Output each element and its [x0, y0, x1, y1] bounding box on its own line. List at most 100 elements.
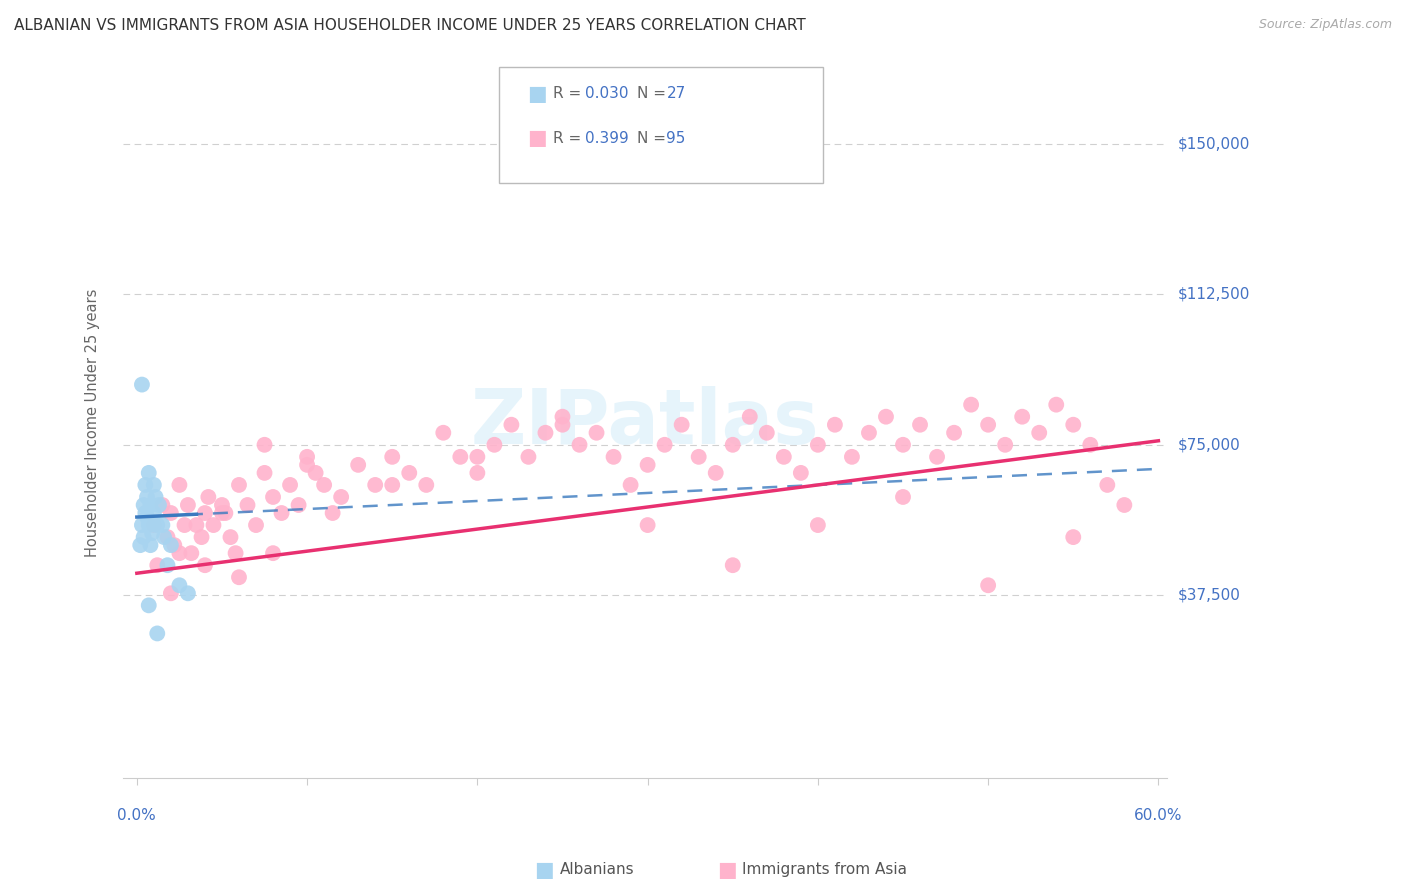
- Point: [1114, 498, 1136, 512]
- Point: [136, 490, 159, 504]
- Point: [262, 490, 284, 504]
- Point: [467, 450, 489, 464]
- Point: [432, 425, 454, 440]
- Point: [322, 506, 344, 520]
- Point: [148, 498, 170, 512]
- Point: [671, 417, 693, 432]
- Point: [875, 409, 897, 424]
- Point: [211, 498, 233, 512]
- Point: [138, 518, 160, 533]
- Point: [772, 450, 794, 464]
- Point: [908, 417, 931, 432]
- Point: [654, 438, 676, 452]
- Text: ALBANIAN VS IMMIGRANTS FROM ASIA HOUSEHOLDER INCOME UNDER 25 YEARS CORRELATION C: ALBANIAN VS IMMIGRANTS FROM ASIA HOUSEHO…: [14, 18, 806, 33]
- Point: [891, 490, 914, 504]
- Point: [704, 466, 727, 480]
- Point: [585, 425, 607, 440]
- Point: [131, 518, 153, 533]
- Point: [138, 466, 160, 480]
- Point: [194, 558, 217, 573]
- Point: [602, 450, 624, 464]
- Point: [1062, 530, 1084, 544]
- Point: [197, 490, 219, 504]
- Point: [129, 538, 152, 552]
- Point: [156, 558, 179, 573]
- Point: [142, 478, 165, 492]
- Point: [1097, 478, 1119, 492]
- Point: [186, 518, 208, 533]
- Point: [1045, 398, 1067, 412]
- Text: N =: N =: [637, 87, 671, 101]
- Point: [160, 586, 183, 600]
- Point: [891, 438, 914, 452]
- Point: [688, 450, 710, 464]
- Point: [943, 425, 966, 440]
- Point: [150, 518, 173, 533]
- Point: [236, 498, 259, 512]
- Point: [501, 417, 523, 432]
- Point: [314, 478, 336, 492]
- Point: [381, 478, 404, 492]
- Point: [132, 498, 155, 512]
- Point: [150, 498, 173, 512]
- Point: [1078, 438, 1101, 452]
- Point: [160, 506, 183, 520]
- Text: ■: ■: [534, 860, 554, 880]
- Point: [925, 450, 948, 464]
- Text: ■: ■: [717, 860, 737, 880]
- Point: [136, 510, 159, 524]
- Point: [790, 466, 813, 480]
- Point: [295, 458, 318, 472]
- Text: ■: ■: [527, 128, 547, 148]
- Point: [551, 417, 574, 432]
- Point: [484, 438, 506, 452]
- Point: [364, 478, 387, 492]
- Text: $75,000: $75,000: [1178, 437, 1240, 452]
- Point: [398, 466, 420, 480]
- Point: [146, 518, 169, 533]
- Point: [145, 490, 167, 504]
- Point: [568, 438, 591, 452]
- Text: R =: R =: [553, 131, 586, 145]
- Point: [225, 546, 247, 560]
- Point: [169, 478, 191, 492]
- Point: [449, 450, 471, 464]
- Text: 0.0%: 0.0%: [118, 808, 156, 823]
- Point: [467, 466, 489, 480]
- Point: [169, 546, 191, 560]
- Point: [156, 530, 179, 544]
- Point: [202, 518, 225, 533]
- Point: [173, 518, 195, 533]
- Point: [190, 530, 212, 544]
- Point: [160, 538, 183, 552]
- Point: [738, 409, 761, 424]
- Text: 60.0%: 60.0%: [1135, 808, 1182, 823]
- Point: [347, 458, 370, 472]
- Point: [245, 518, 267, 533]
- Point: [551, 409, 574, 424]
- Point: [994, 438, 1017, 452]
- Point: [211, 506, 233, 520]
- Point: [841, 450, 863, 464]
- Point: [278, 478, 301, 492]
- Text: 0.030: 0.030: [585, 87, 628, 101]
- Point: [228, 570, 250, 584]
- Point: [146, 626, 169, 640]
- Point: [1011, 409, 1033, 424]
- Text: Albanians: Albanians: [560, 863, 634, 877]
- Point: [134, 478, 156, 492]
- Text: R =: R =: [553, 87, 586, 101]
- Point: [169, 578, 191, 592]
- Point: [142, 518, 165, 533]
- Point: [253, 438, 276, 452]
- Point: [262, 546, 284, 560]
- Text: ■: ■: [527, 84, 547, 103]
- Text: $37,500: $37,500: [1178, 588, 1241, 603]
- Point: [142, 506, 165, 520]
- Text: $112,500: $112,500: [1178, 287, 1250, 301]
- Point: [228, 478, 250, 492]
- Point: [637, 518, 659, 533]
- Text: 95: 95: [666, 131, 686, 145]
- Point: [131, 377, 153, 392]
- Point: [270, 506, 292, 520]
